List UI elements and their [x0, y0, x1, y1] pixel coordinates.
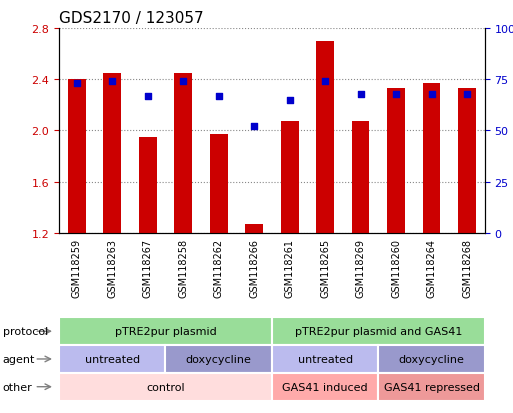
Bar — [68, 80, 86, 233]
Text: agent: agent — [3, 354, 35, 364]
Text: GAS41 repressed: GAS41 repressed — [384, 382, 480, 392]
Point — [73, 81, 81, 88]
Text: pTRE2pur plasmid and GAS41: pTRE2pur plasmid and GAS41 — [294, 326, 462, 337]
Bar — [281, 122, 299, 233]
Text: untreated: untreated — [298, 354, 352, 364]
Point — [463, 91, 471, 97]
Text: GDS2170 / 123057: GDS2170 / 123057 — [59, 12, 204, 26]
Bar — [139, 138, 156, 233]
Bar — [458, 89, 476, 233]
Bar — [352, 122, 369, 233]
Point — [321, 79, 329, 85]
Bar — [245, 224, 263, 233]
Point — [392, 91, 400, 97]
Point — [214, 93, 223, 100]
Text: GAS41 induced: GAS41 induced — [282, 382, 368, 392]
Bar — [174, 74, 192, 233]
Text: doxycycline: doxycycline — [399, 354, 464, 364]
Text: control: control — [146, 382, 185, 392]
Bar — [316, 42, 334, 233]
Bar — [387, 89, 405, 233]
Text: untreated: untreated — [85, 354, 140, 364]
Point — [179, 79, 187, 85]
Point — [250, 124, 258, 131]
Text: other: other — [3, 382, 32, 392]
Text: doxycycline: doxycycline — [186, 354, 251, 364]
Point — [286, 97, 294, 104]
Bar — [423, 84, 441, 233]
Bar — [210, 135, 228, 233]
Point — [108, 79, 116, 85]
Point — [427, 91, 436, 97]
Text: pTRE2pur plasmid: pTRE2pur plasmid — [114, 326, 216, 337]
Bar — [103, 74, 121, 233]
Text: protocol: protocol — [3, 326, 48, 337]
Point — [357, 91, 365, 97]
Point — [144, 93, 152, 100]
